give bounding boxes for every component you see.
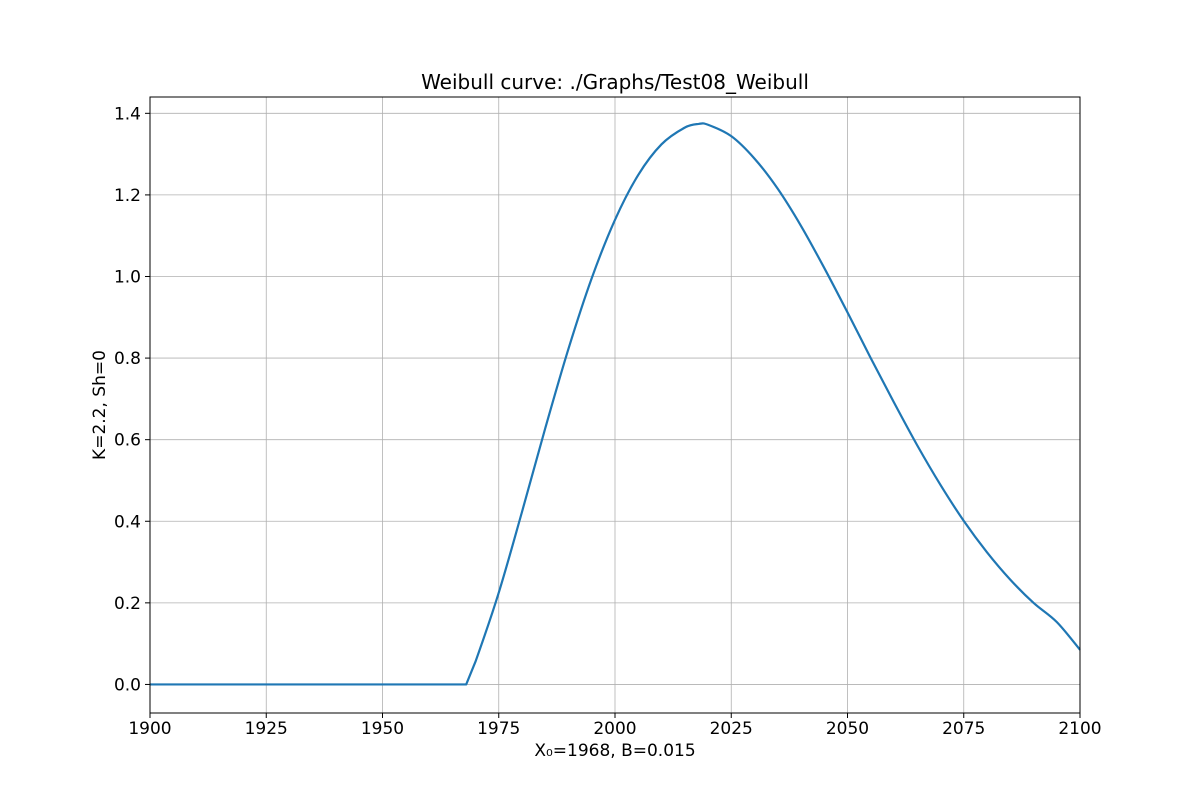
x-tick-label: 2050 xyxy=(826,719,869,739)
y-tick-label: 0.0 xyxy=(114,675,141,695)
x-axis-label: X₀=1968, B=0.015 xyxy=(534,741,695,761)
x-tick-label: 2025 xyxy=(710,719,753,739)
y-tick-label: 0.2 xyxy=(114,594,141,614)
y-axis-label: K=2.2, Sh=0 xyxy=(90,350,110,460)
x-tick-label: 1950 xyxy=(361,719,404,739)
chart-title: Weibull curve: ./Graphs/Test08_Weibull xyxy=(421,70,809,94)
y-tick-label: 1.0 xyxy=(114,267,141,287)
x-tick-label: 1925 xyxy=(245,719,288,739)
y-tick-label: 0.8 xyxy=(114,349,141,369)
x-tick-label: 1975 xyxy=(477,719,520,739)
y-tick-label: 0.4 xyxy=(114,512,141,532)
y-tick-label: 1.2 xyxy=(114,186,141,206)
grid xyxy=(149,97,1081,713)
ticks: 1900 1925 1950 1975 2000 2025 2050 2075 2100 0.0 0… xyxy=(114,104,1102,739)
x-tick-label: 1900 xyxy=(128,719,171,739)
series-line xyxy=(150,122,1081,686)
x-tick-label: 2100 xyxy=(1058,719,1101,739)
x-tick-label: 2075 xyxy=(942,719,985,739)
x-tick-label: 2000 xyxy=(593,719,636,739)
y-tick-label: 1.4 xyxy=(114,104,141,124)
y-tick-label: 0.6 xyxy=(114,431,141,451)
series-layer xyxy=(150,122,1081,686)
